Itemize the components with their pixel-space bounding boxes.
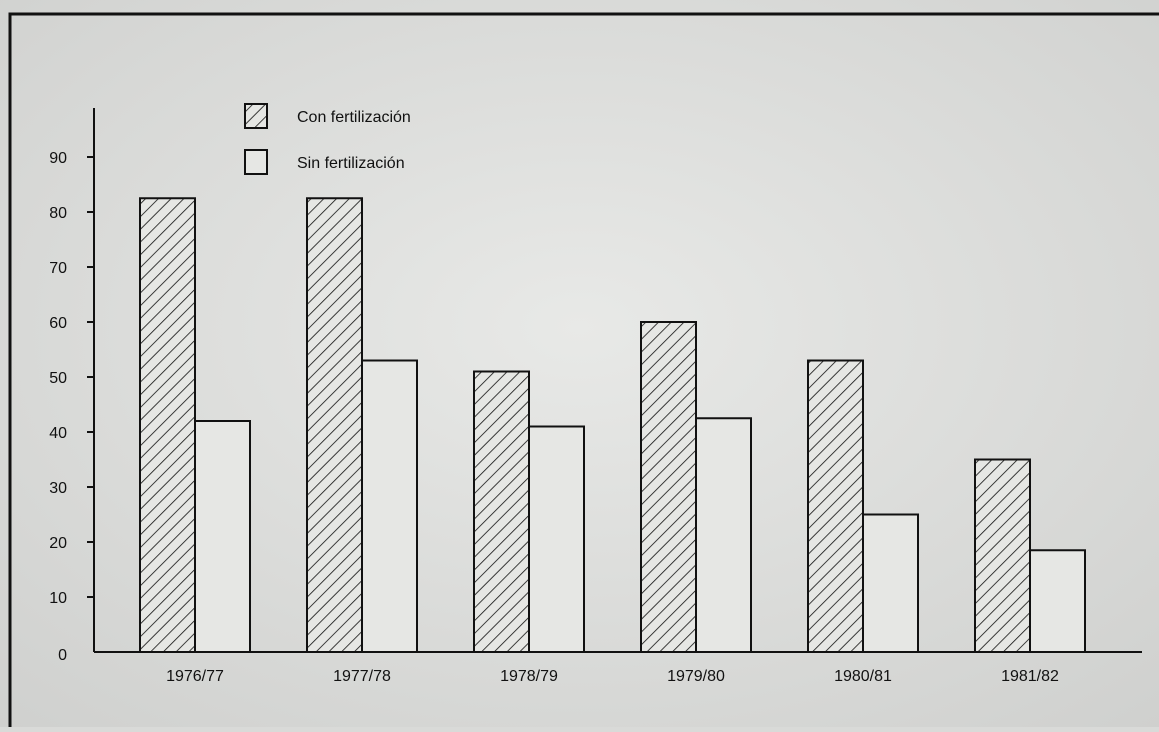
y-tick-label: 40 xyxy=(49,425,67,442)
y-tick-label: 80 xyxy=(49,205,67,222)
x-tick-label: 1977/78 xyxy=(333,668,391,685)
y-tick-label: 70 xyxy=(49,260,67,277)
bars xyxy=(139,197,1086,653)
bar-sin-fertilizacion xyxy=(528,425,585,653)
y-tick-label: 0 xyxy=(58,647,67,664)
bar-sin-fertilizacion xyxy=(194,420,251,653)
y-tick-label: 50 xyxy=(49,370,67,387)
legend-swatch-con-fertilizacion xyxy=(244,103,268,129)
bar-sin-fertilizacion xyxy=(862,513,919,653)
x-tick-label: 1981/82 xyxy=(1001,668,1059,685)
bar-con-fertilizacion xyxy=(306,197,363,653)
y-ticks: 0 10 20 30 40 50 60 70 80 90 xyxy=(49,150,94,664)
y-tick-label: 90 xyxy=(49,150,67,167)
bar-con-fertilizacion xyxy=(807,359,864,653)
legend-label-sin-fertilizacion: Sin fertilización xyxy=(297,155,405,172)
y-tick-label: 30 xyxy=(49,480,67,497)
bar-sin-fertilizacion xyxy=(695,417,752,653)
bar-con-fertilizacion xyxy=(139,197,196,653)
x-tick-label: 1979/80 xyxy=(667,668,725,685)
bar-con-fertilizacion xyxy=(974,458,1031,653)
bar-sin-fertilizacion xyxy=(361,359,418,653)
bar-con-fertilizacion xyxy=(640,321,697,653)
y-tick-label: 20 xyxy=(49,535,67,552)
bar-con-fertilizacion xyxy=(473,370,530,653)
legend-swatch-sin-fertilizacion xyxy=(244,149,268,175)
legend: Con fertilización Sin fertilización xyxy=(244,103,411,175)
y-tick-label: 10 xyxy=(49,590,67,607)
bar-sin-fertilizacion xyxy=(1029,549,1086,653)
y-tick-label: 60 xyxy=(49,315,67,332)
page-border xyxy=(8,12,1159,727)
x-tick-labels: 1976/77 1977/78 1978/79 1979/80 1980/81 1981/… xyxy=(166,668,1059,685)
x-tick-label: 1976/77 xyxy=(166,668,224,685)
legend-label-con-fertilizacion: Con fertilización xyxy=(297,109,411,126)
x-tick-label: 1978/79 xyxy=(500,668,558,685)
x-tick-label: 1980/81 xyxy=(834,668,892,685)
